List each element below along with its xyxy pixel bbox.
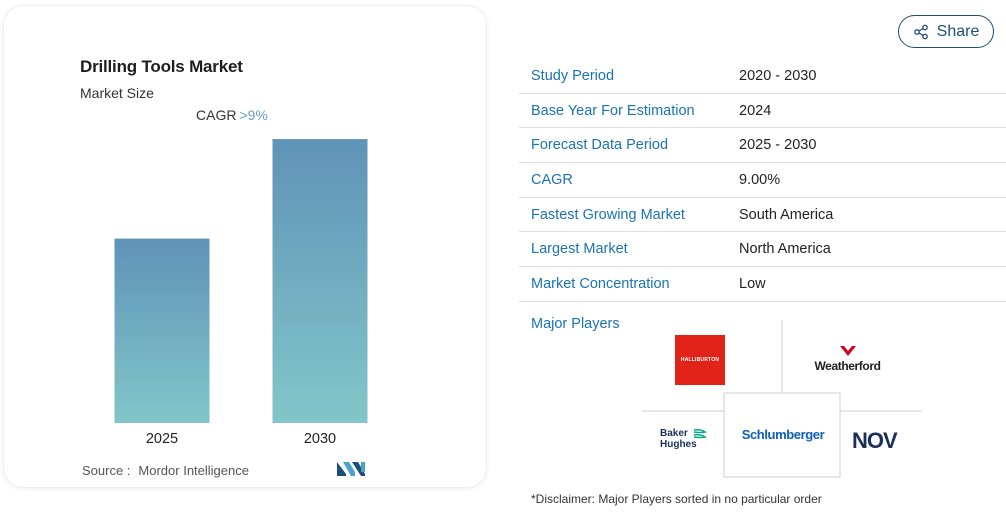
nov-name: NOV (852, 429, 898, 451)
info-row-cagr: CAGR 9.00% (519, 163, 1006, 198)
market-info-table: Study Period 2020 - 2030 Base Year For E… (519, 59, 1006, 302)
x-tick-label: 2025 (146, 431, 178, 447)
market-size-card (3, 5, 487, 488)
info-value: Low (739, 275, 766, 292)
share-label: Share (936, 22, 980, 40)
chart-title: Drilling Tools Market (80, 57, 243, 76)
baker-hughes-name: Baker Hughes (660, 428, 697, 450)
info-value: 9.00% (739, 171, 781, 188)
halliburton-logo: HALLIBURTON (675, 335, 725, 385)
weatherford-name: Weatherford (814, 359, 881, 373)
info-row-market-concentration: Market Concentration Low (519, 267, 1006, 302)
source-name: Mordor Intelligence (138, 463, 249, 478)
share-button[interactable]: Share (898, 15, 994, 48)
chart-source: Source : Mordor Intelligence (82, 463, 249, 478)
cagr-annotation: CAGR >9% (196, 107, 268, 123)
info-label: Forecast Data Period (531, 137, 669, 154)
weatherford-mark-icon (839, 346, 856, 356)
mordor-intelligence-logo-icon (337, 462, 365, 476)
weatherford-logo: Weatherford (810, 345, 885, 373)
info-value: South America (739, 206, 834, 223)
cagr-label: CAGR (196, 107, 237, 123)
info-value: 2020 - 2030 (739, 67, 817, 84)
info-row-base-year: Base Year For Estimation 2024 (519, 94, 1006, 129)
chart-subtitle: Market Size (80, 85, 154, 101)
schlumberger-logo: Schlumberger (741, 427, 825, 442)
info-row-largest-market: Largest Market North America (519, 232, 1006, 268)
info-row-forecast-period: Forecast Data Period 2025 - 2030 (519, 128, 1006, 164)
info-label: Fastest Growing Market (531, 206, 685, 223)
bar-chart: 2025 2030 (114, 139, 368, 447)
source-label: Source : (82, 463, 131, 478)
info-row-fastest-growing: Fastest Growing Market South America (519, 198, 1006, 233)
info-value: 2025 - 2030 (739, 137, 817, 154)
info-label: Base Year For Estimation (531, 102, 695, 119)
players-disclaimer: *Disclaimer: Major Players sorted in no … (531, 492, 822, 506)
info-label: Market Concentration (531, 275, 670, 292)
baker-hughes-mark-icon (693, 428, 707, 439)
info-value: 2024 (739, 102, 772, 119)
info-label: Largest Market (531, 241, 628, 258)
baker-hughes-logo: Baker Hughes (660, 428, 710, 450)
bar-2025 (114, 238, 210, 423)
info-value: North America (739, 241, 831, 258)
major-players-label: Major Players (531, 316, 620, 332)
share-icon (913, 24, 928, 39)
x-tick-label: 2030 (304, 431, 336, 447)
cagr-value: >9% (239, 107, 268, 123)
info-label: Study Period (531, 67, 615, 84)
nov-logo: NOV (852, 428, 910, 456)
nov-logo-icon: NOV (852, 428, 899, 453)
bar-2030 (272, 139, 368, 423)
info-row-study-period: Study Period 2020 - 2030 (519, 59, 1006, 94)
info-label: CAGR (531, 171, 573, 188)
